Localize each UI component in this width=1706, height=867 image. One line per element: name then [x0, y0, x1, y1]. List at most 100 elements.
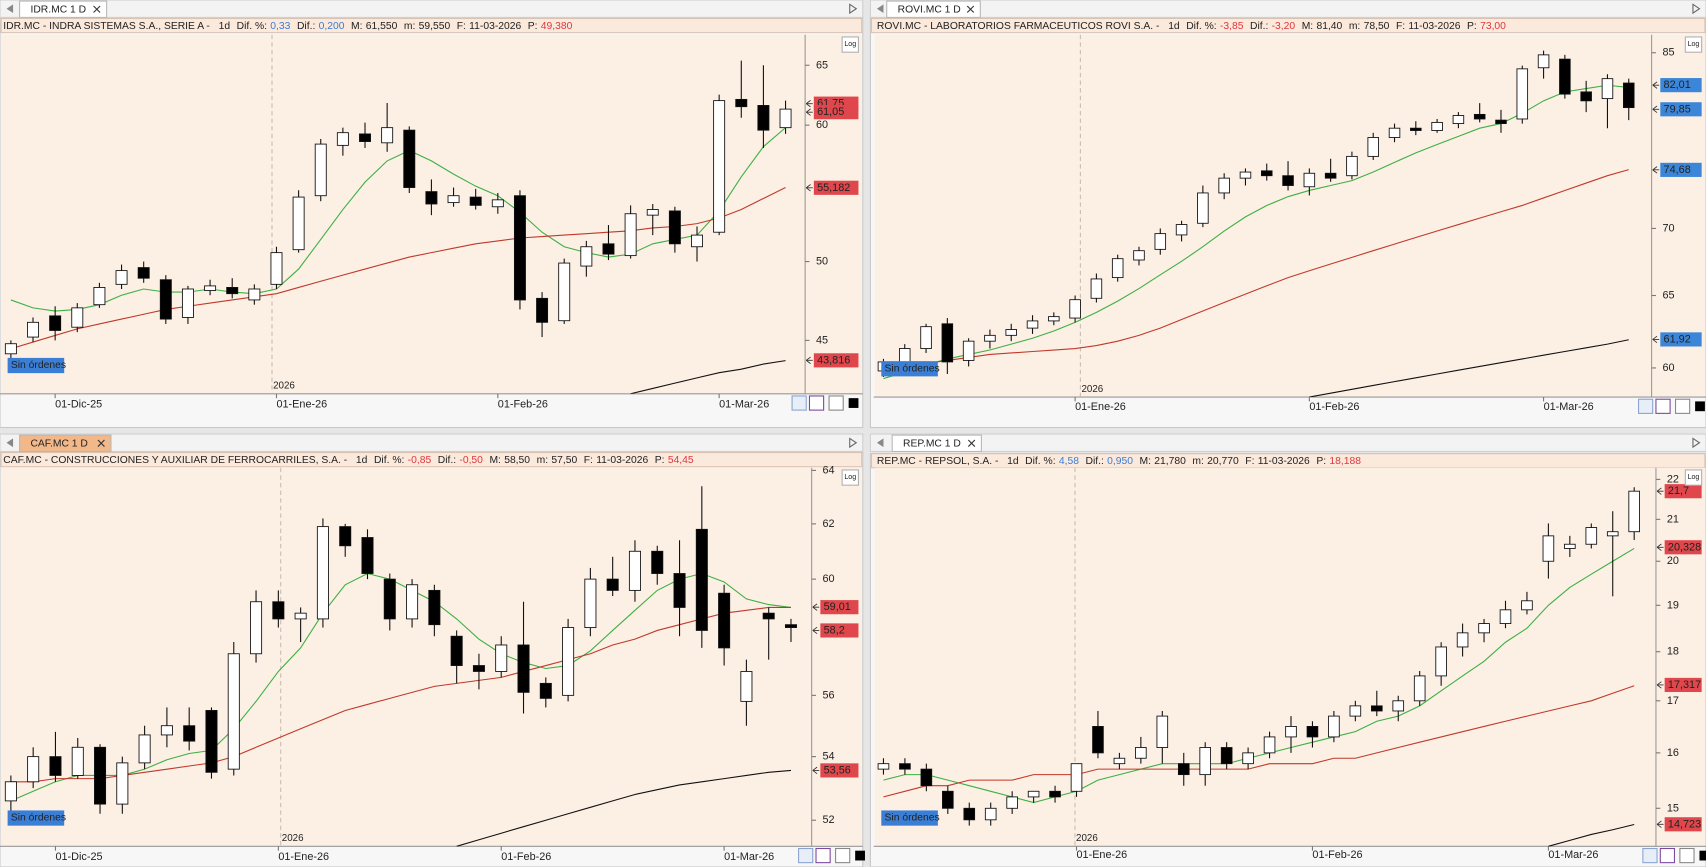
tab-label[interactable]: IDR.MC 1 D [30, 4, 86, 15]
toolbar-button[interactable] [791, 395, 807, 411]
tab-scroll-left[interactable] [6, 4, 14, 14]
candle-body [71, 746, 84, 776]
candle-body [899, 763, 911, 770]
candle-body [227, 653, 240, 770]
field-value: 54,45 [668, 455, 694, 466]
candle-body [1435, 646, 1447, 677]
log-button-label[interactable]: Log [1688, 41, 1700, 48]
tab-scroll-right[interactable] [1692, 3, 1701, 15]
field-value: 58,50 [504, 455, 530, 466]
candle-body [963, 807, 976, 821]
candle-body [314, 143, 327, 197]
toolbar-button[interactable] [1699, 850, 1706, 861]
field-label: Dif.: [1250, 21, 1268, 32]
price-tag-arrow [1656, 487, 1664, 495]
log-button-label[interactable]: Log [844, 41, 856, 48]
log-button-label[interactable]: Log [1688, 474, 1700, 481]
toolbar-button[interactable] [828, 395, 844, 411]
plot-area [874, 467, 1656, 847]
price-axis-area [805, 34, 862, 394]
candle-body [1452, 115, 1465, 125]
tab-scroll-left[interactable] [876, 4, 884, 14]
candle-body [1564, 543, 1576, 549]
tab-label[interactable]: CAF.MC 1 D [30, 438, 87, 449]
candle-body [1580, 91, 1592, 102]
candle-body [1349, 705, 1362, 717]
log-button[interactable] [841, 469, 859, 486]
toolbar-button[interactable] [1642, 847, 1658, 864]
tab-close[interactable] [966, 5, 975, 13]
tab[interactable] [886, 0, 981, 18]
toolbar-button[interactable] [835, 847, 851, 864]
field-value: 61,550 [366, 21, 398, 32]
orders-badge [881, 810, 938, 826]
y-tick-label: 16 [1667, 747, 1679, 759]
toolbar-button[interactable] [1674, 398, 1691, 414]
price-tag [820, 600, 859, 615]
log-button[interactable] [841, 36, 859, 53]
price-tag [1664, 540, 1702, 555]
candle-body [49, 315, 62, 331]
candle-body [1328, 715, 1340, 738]
toolbar-button[interactable] [1695, 401, 1705, 412]
toolbar-button[interactable] [1637, 398, 1654, 414]
tab-scroll-right[interactable] [1692, 437, 1701, 449]
candle-body [1263, 736, 1276, 754]
tab-close[interactable] [93, 5, 101, 13]
candle-body [1092, 726, 1104, 754]
toolbar-button[interactable] [848, 398, 859, 408]
candle-body [1478, 623, 1490, 634]
price-tag-arrow [812, 626, 820, 635]
candle-body [1133, 250, 1145, 261]
tab-scroll-right[interactable] [849, 3, 858, 15]
y-tick-label: 22 [1667, 473, 1679, 485]
candle-body [984, 334, 996, 342]
price-tag [1660, 102, 1702, 117]
candle-body [1392, 700, 1405, 712]
x-tick-label: 01-Mar-26 [1544, 401, 1594, 413]
tab-scroll-right[interactable] [849, 437, 858, 449]
field-label: P: [655, 455, 665, 466]
header-bar [0, 17, 863, 34]
field-value: -0,85 [408, 455, 432, 466]
symbol-name: ROVI.MC - LABORATORIOS FARMACEUTICOS ROV… [877, 21, 1160, 32]
candle-body [1135, 747, 1147, 759]
toolbar-button[interactable] [855, 850, 865, 861]
candle-body [920, 768, 933, 787]
candle-body [1175, 224, 1188, 236]
candle-body [450, 635, 463, 666]
toolbar-button[interactable] [1655, 398, 1671, 414]
tab-close[interactable] [967, 439, 976, 447]
tab[interactable] [19, 434, 112, 452]
toolbar-button[interactable] [815, 847, 831, 864]
tab[interactable] [891, 434, 982, 452]
log-button[interactable] [1684, 469, 1703, 486]
x-tick-label: 01-Feb-26 [498, 399, 548, 411]
field-value: 4,58 [1059, 456, 1079, 467]
candle-body [584, 578, 597, 628]
y-tick-label: 18 [1667, 646, 1679, 658]
candle-body [181, 288, 194, 318]
tab[interactable] [19, 0, 108, 18]
toolbar-button[interactable] [808, 395, 825, 411]
candle-body [898, 348, 911, 363]
candle-body [920, 326, 932, 349]
orders-label: Sin órdenes [885, 813, 940, 824]
candle-body [624, 213, 637, 257]
toolbar-button[interactable] [798, 847, 814, 864]
x-tick-label: 01-Feb-26 [1312, 849, 1362, 861]
field-value: 18,188 [1329, 456, 1361, 467]
toolbar-button[interactable] [1659, 847, 1675, 864]
field-value: 59,550 [419, 21, 451, 32]
tab-label[interactable]: ROVI.MC 1 D [898, 4, 961, 15]
x-tick-label: 01-Dic-25 [55, 851, 102, 863]
log-button-label[interactable]: Log [844, 474, 856, 481]
tab-close[interactable] [97, 439, 105, 447]
tab-scroll-left[interactable] [876, 438, 884, 448]
toolbar-button[interactable] [1679, 847, 1695, 864]
log-button[interactable] [1684, 36, 1703, 53]
candle-body [495, 644, 508, 672]
y-tick-label: 60 [1662, 362, 1674, 374]
tab-label[interactable]: REP.MC 1 D [903, 438, 961, 449]
tab-scroll-left[interactable] [6, 438, 14, 448]
